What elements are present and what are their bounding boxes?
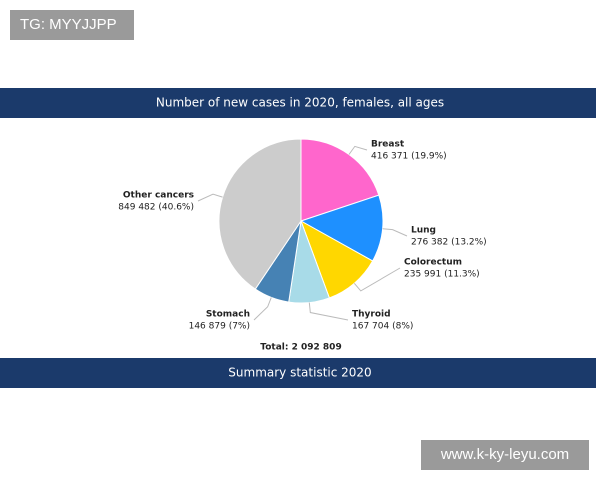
value-label: 416 371 (19.9%) [371,152,447,162]
watermark-box [10,10,134,40]
watermark: www.k-ky-leyu.com [440,446,569,463]
slice-label: Stomach [206,310,250,320]
slice-label: Other cancers [123,191,194,201]
leader-line [253,297,272,321]
slice-label: Breast [371,140,405,150]
value-label: 849 482 (40.6%) [118,203,194,213]
leader-line [348,145,368,155]
watermark: TG: MYYJJPP [20,16,117,33]
title-bar [0,88,596,118]
leader-line [197,193,223,202]
total: Total: 2 092 809 [260,343,341,353]
value-label: 235 991 (11.3%) [404,270,480,280]
value-label: 146 879 (7%) [189,322,250,332]
leader-line [353,267,401,292]
footer-bar [0,358,596,388]
pie-slice [300,138,380,222]
chart-title: Number of new cases in 2020, females, al… [156,96,444,110]
watermark-box [421,440,589,470]
footer: Summary statistic 2020 [228,366,371,380]
slice-label: Thyroid [352,310,391,320]
value-label: 167 704 (8%) [352,322,413,332]
leader-line [382,228,408,237]
slice-label: Colorectum [404,258,462,268]
value-label: 276 382 (13.2%) [411,238,487,248]
slice-label: Lung [411,226,436,236]
leader-line [308,302,349,321]
